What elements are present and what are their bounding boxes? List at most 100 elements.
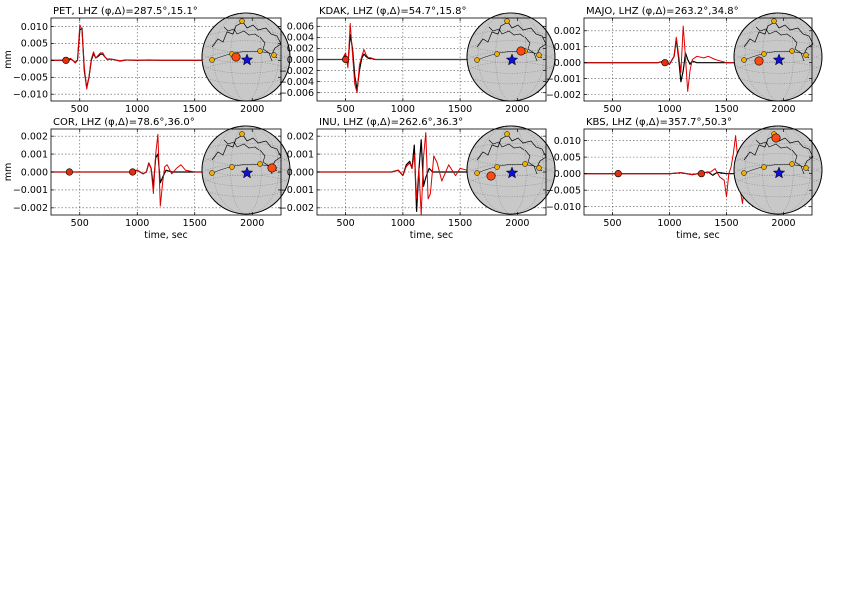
y-tick-label: 0.000 <box>21 56 48 67</box>
x-axis-label: time, sec <box>410 230 454 241</box>
globe-meridian <box>477 13 545 101</box>
globe-meridian <box>744 13 812 101</box>
y-tick-label: −0.004 <box>279 77 314 88</box>
station-dot <box>257 161 263 167</box>
station-arc <box>209 50 277 62</box>
y-tick-label: 0.004 <box>287 33 314 44</box>
panel-title: MAJO, LHZ (φ,Δ)=263.2°,34.8° <box>586 6 739 17</box>
x-tick-label: 1500 <box>448 104 472 115</box>
x-tick-label: 1500 <box>448 218 472 229</box>
x-tick-label: 2000 <box>771 218 795 229</box>
y-tick-label: 0.000 <box>554 169 581 180</box>
x-axis-label: time, sec <box>144 230 188 241</box>
x-tick-label: 500 <box>337 104 355 115</box>
globe-meridian <box>212 126 280 214</box>
x-axis-label: time, sec <box>676 230 720 241</box>
event-star-icon <box>772 53 786 66</box>
phase-marker <box>614 170 622 178</box>
station-dot <box>761 164 767 170</box>
x-tick-label: 2000 <box>240 104 264 115</box>
globe-coastline <box>755 139 805 175</box>
station-arc <box>474 163 542 175</box>
x-tick-label: 1000 <box>391 218 415 229</box>
y-tick-label: −0.006 <box>279 88 314 99</box>
y-tick-label: 0.010 <box>21 22 48 33</box>
x-tick-label: 1500 <box>714 104 738 115</box>
globe-coastline <box>488 139 538 175</box>
globe-meridian <box>762 126 794 214</box>
station-highlight <box>231 52 241 62</box>
station-dot <box>257 48 263 54</box>
station-dot <box>741 170 747 176</box>
globe-meridian <box>495 13 527 101</box>
y-tick-label: −0.001 <box>546 74 581 85</box>
y-tick-label: 0.010 <box>554 136 581 147</box>
y-tick-label: 0.001 <box>287 149 314 160</box>
y-tick-label: 0.000 <box>287 55 314 66</box>
x-tick-label: 1000 <box>391 104 415 115</box>
y-tick-label: 0.000 <box>21 167 48 178</box>
station-dot <box>771 18 777 24</box>
event-star-icon <box>240 166 254 179</box>
y-tick-label: 0.005 <box>554 152 581 163</box>
station-highlight <box>771 133 781 143</box>
globe-meridian <box>744 126 812 214</box>
x-tick-label: 1000 <box>125 218 149 229</box>
station-arc <box>741 163 809 175</box>
globe-coastline <box>743 134 814 172</box>
globe-coastline <box>211 134 282 172</box>
y-tick-label: 0.006 <box>287 22 314 33</box>
axes-frame <box>583 17 813 102</box>
y-tick-label: −0.005 <box>546 185 581 196</box>
axes-frame <box>583 128 813 216</box>
synthetic-trace <box>51 24 281 90</box>
panel-title: INU, LHZ (φ,Δ)=262.6°,36.3° <box>319 117 463 128</box>
globe-inset <box>466 12 556 102</box>
x-tick-label: 1000 <box>657 104 681 115</box>
phase-marker <box>342 55 350 64</box>
station-highlight <box>754 56 764 66</box>
y-axis-label: mm <box>3 163 14 182</box>
y-tick-label: −0.002 <box>279 203 314 214</box>
y-tick-label: 0.001 <box>21 149 48 160</box>
event-star-icon <box>505 166 519 179</box>
x-tick-label: 500 <box>603 104 621 115</box>
globe-inset <box>733 12 823 102</box>
phase-marker <box>661 59 669 67</box>
station-highlight <box>267 163 277 173</box>
globe-coastline <box>476 134 547 172</box>
phase-marker <box>65 168 73 176</box>
y-tick-label: 0.002 <box>287 44 314 55</box>
globe-inset <box>201 125 291 215</box>
station-dot <box>271 52 277 58</box>
axes-frame <box>50 17 282 102</box>
chart-panel-inu: 500 1000 1500 2000 −0.002 −0.001 0.000 0.001 0.0… <box>279 117 556 241</box>
panel-title: KBS, LHZ (φ,Δ)=357.7°,50.3° <box>586 117 732 128</box>
y-tick-label: 0.005 <box>21 39 48 50</box>
chart-panel-kdak: 500 1000 1500 2000−0.006−0.004−0.0020.0000.… <box>279 6 556 115</box>
event-star-icon <box>240 53 254 66</box>
synthetic-trace <box>51 133 281 207</box>
y-tick-label: −0.002 <box>279 66 314 77</box>
station-dot <box>239 131 245 137</box>
station-dot <box>789 48 795 54</box>
chart-panel-cor: 500 1000 1500 2000 −0.002 −0.001 0.000 0.001 0.0… <box>3 117 291 241</box>
chart-panel-majo: 500 1000 1500 2000 −0.002 −0.001 0.000 0.001 0.0… <box>546 6 823 115</box>
station-dot <box>536 52 542 58</box>
station-dot <box>239 18 245 24</box>
station-dot <box>536 165 542 171</box>
globe-coastline <box>743 21 814 59</box>
phase-marker <box>129 168 137 176</box>
station-dot <box>522 161 528 167</box>
y-tick-label: −0.010 <box>546 202 581 213</box>
x-tick-label: 2000 <box>771 104 795 115</box>
globe-inset <box>466 125 556 215</box>
station-dot <box>761 51 767 57</box>
globe-inset <box>201 12 291 102</box>
station-dot <box>504 131 510 137</box>
x-tick-label: 1500 <box>714 218 738 229</box>
station-dot <box>209 57 215 63</box>
y-tick-label: 0.002 <box>21 131 48 142</box>
x-tick-label: 500 <box>603 218 621 229</box>
globe-coastline <box>488 26 538 62</box>
